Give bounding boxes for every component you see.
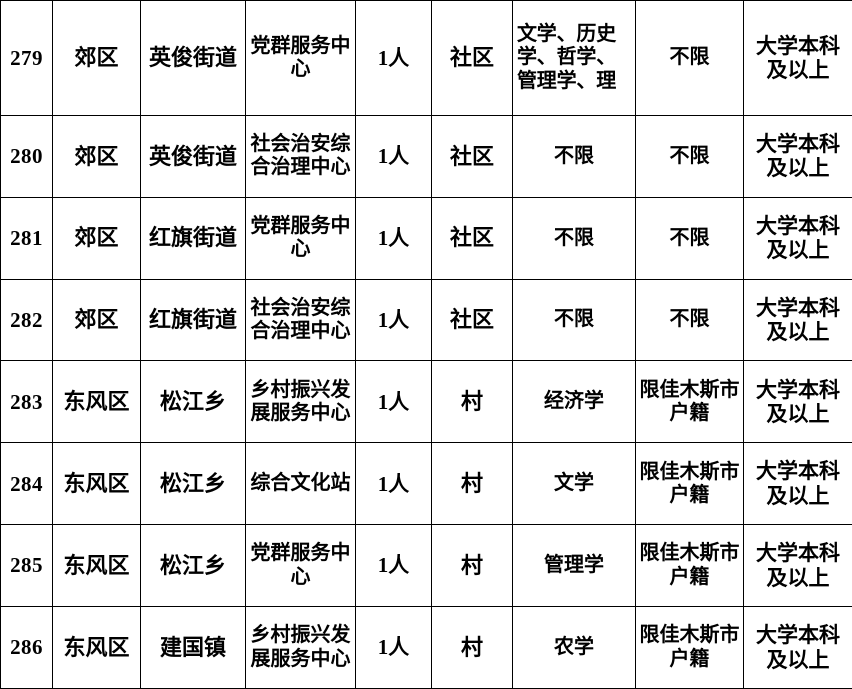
- sequence-number: 286: [0, 606, 53, 689]
- education-requirement: 大学本科及以上: [743, 524, 852, 608]
- headcount: 1人: [355, 524, 432, 608]
- district-name: 郊区: [52, 114, 141, 198]
- street-name: 建国镇: [140, 606, 246, 689]
- education-requirement: 大学本科及以上: [743, 114, 852, 198]
- employer-unit: 社会治安综合治理中心: [245, 278, 356, 362]
- major-requirement: 管理学: [512, 524, 636, 608]
- position-type: 村: [431, 606, 513, 689]
- street-name: 松江乡: [140, 442, 246, 526]
- other-condition: 限佳木斯市户籍: [635, 442, 744, 526]
- table-row: 285 东风区 松江乡 党群服务中心 1人村管理学 限佳木斯市户籍 大学本科及以上: [0, 524, 852, 608]
- position-type: 社区: [431, 114, 513, 198]
- table-row: 281 郊区 红旗街道 党群服务中心 1人 社区 不限 不限 大学本科及以上: [0, 196, 852, 280]
- major-requirement: 不限: [512, 114, 636, 198]
- position-type: 社区: [431, 278, 513, 362]
- major-requirement: 经济学: [512, 360, 636, 444]
- employer-unit: 党群服务中心: [245, 196, 356, 280]
- other-condition: 不限: [635, 196, 744, 280]
- other-condition: 限佳木斯市户籍: [635, 360, 744, 444]
- major-requirement: 文学: [512, 442, 636, 526]
- table-row: 279 郊区 英俊街道 党群服务中心 1人 社区 文学、历史学、哲学、管理学、理 不限 大学本科…: [0, 0, 852, 116]
- street-name: 英俊街道: [140, 0, 246, 116]
- other-condition: 不限: [635, 278, 744, 362]
- education-requirement: 大学本科及以上: [743, 606, 852, 689]
- headcount: 1人: [355, 360, 432, 444]
- position-type: 村: [431, 360, 513, 444]
- headcount: 1人: [355, 0, 432, 116]
- employer-unit: 党群服务中心: [245, 524, 356, 608]
- employer-unit: 乡村振兴发展服务中心: [245, 360, 356, 444]
- major-requirement: 文学、历史学、哲学、管理学、理: [512, 0, 636, 116]
- district-name: 郊区: [52, 0, 141, 116]
- district-name: 东风区: [52, 524, 141, 608]
- other-condition: 限佳木斯市户籍: [635, 606, 744, 689]
- district-name: 郊区: [52, 278, 141, 362]
- street-name: 英俊街道: [140, 114, 246, 198]
- district-name: 东风区: [52, 360, 141, 444]
- headcount: 1人: [355, 196, 432, 280]
- headcount: 1人: [355, 606, 432, 689]
- other-condition: 限佳木斯市户籍: [635, 524, 744, 608]
- position-type: 社区: [431, 0, 513, 116]
- employer-unit: 综合文化站: [245, 442, 356, 526]
- education-requirement: 大学本科及以上: [743, 0, 852, 116]
- street-name: 红旗街道: [140, 278, 246, 362]
- street-name: 松江乡: [140, 360, 246, 444]
- street-name: 松江乡: [140, 524, 246, 608]
- sequence-number: 279: [0, 0, 53, 116]
- sequence-number: 283: [0, 360, 53, 444]
- table-row: 283 东风区 松江乡 乡村振兴发展服务中心 1人村经济学 限佳木斯市户籍 大学本科及以上: [0, 360, 852, 444]
- position-type: 村: [431, 524, 513, 608]
- position-type: 村: [431, 442, 513, 526]
- sequence-number: 284: [0, 442, 53, 526]
- table-row: 284 东风区 松江乡 综合文化站 1人村文学 限佳木斯市户籍 大学本科及以上: [0, 442, 852, 526]
- headcount: 1人: [355, 278, 432, 362]
- employer-unit: 党群服务中心: [245, 0, 356, 116]
- major-requirement: 不限: [512, 278, 636, 362]
- sequence-number: 285: [0, 524, 53, 608]
- district-name: 东风区: [52, 606, 141, 689]
- sequence-number: 281: [0, 196, 53, 280]
- education-requirement: 大学本科及以上: [743, 196, 852, 280]
- position-type: 社区: [431, 196, 513, 280]
- table-row: 286 东风区 建国镇 乡村振兴发展服务中心 1人村农学 限佳木斯市户籍 大学本科及以上: [0, 606, 852, 689]
- other-condition: 不限: [635, 114, 744, 198]
- major-requirement: 农学: [512, 606, 636, 689]
- district-name: 郊区: [52, 196, 141, 280]
- employer-unit: 社会治安综合治理中心: [245, 114, 356, 198]
- major-requirement: 不限: [512, 196, 636, 280]
- headcount: 1人: [355, 114, 432, 198]
- employer-unit: 乡村振兴发展服务中心: [245, 606, 356, 689]
- sequence-number: 280: [0, 114, 53, 198]
- sequence-number: 282: [0, 278, 53, 362]
- education-requirement: 大学本科及以上: [743, 442, 852, 526]
- headcount: 1人: [355, 442, 432, 526]
- table-row: 280 郊区 英俊街道 社会治安综合治理中心 1人 社区 不限 不限 大学本科及以上: [0, 114, 852, 198]
- street-name: 红旗街道: [140, 196, 246, 280]
- education-requirement: 大学本科及以上: [743, 278, 852, 362]
- other-condition: 不限: [635, 0, 744, 116]
- education-requirement: 大学本科及以上: [743, 360, 852, 444]
- district-name: 东风区: [52, 442, 141, 526]
- table-row: 282 郊区 红旗街道 社会治安综合治理中心 1人 社区 不限 不限 大学本科及以上: [0, 278, 852, 362]
